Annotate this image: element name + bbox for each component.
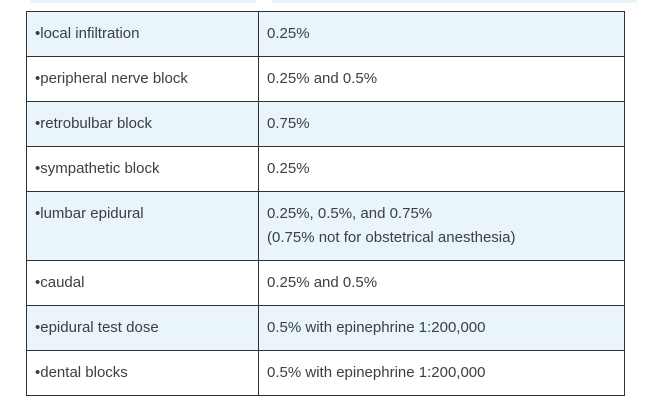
indication-cell: •dental blocks xyxy=(26,350,259,396)
indication-cell: •lumbar epidural xyxy=(26,191,259,261)
indication-cell: •local infiltration xyxy=(26,11,259,57)
concentration-cell: 0.75% xyxy=(258,101,625,147)
table-row: •local infiltration 0.25% xyxy=(26,11,625,57)
concentration-cell: 0.25% xyxy=(258,146,625,192)
indication-cell: •retrobulbar block xyxy=(26,101,259,147)
table-row: •caudal 0.25% and 0.5% xyxy=(26,260,625,306)
concentration-note: (0.75% not for obstetrical anesthesia) xyxy=(267,229,516,246)
table-row: •peripheral nerve block 0.25% and 0.5% xyxy=(26,56,625,102)
concentration-cell: 0.25% and 0.5% xyxy=(258,260,625,306)
indication-cell: •peripheral nerve block xyxy=(26,56,259,102)
indication-cell: •sympathetic block xyxy=(26,146,259,192)
concentration-cell: 0.25% and 0.5% xyxy=(258,56,625,102)
concentration-value: 0.25%, 0.5%, and 0.75% xyxy=(267,205,433,222)
dose-table: •local infiltration 0.25% •peripheral ne… xyxy=(26,11,625,396)
indication-cell: •epidural test dose xyxy=(26,305,259,351)
table-row: •sympathetic block 0.25% xyxy=(26,146,625,192)
table-row: •retrobulbar block 0.75% xyxy=(26,101,625,147)
table-row: •dental blocks 0.5% with epinephrine 1:2… xyxy=(26,350,625,396)
concentration-cell: 0.5% with epinephrine 1:200,000 xyxy=(258,305,625,351)
previous-row-remnant-left xyxy=(30,0,256,3)
concentration-cell: 0.5% with epinephrine 1:200,000 xyxy=(258,350,625,396)
table-row: •epidural test dose 0.5% with epinephrin… xyxy=(26,305,625,351)
concentration-cell: 0.25% xyxy=(258,11,625,57)
dose-table-container: •local infiltration 0.25% •peripheral ne… xyxy=(26,11,625,396)
concentration-cell: 0.25%, 0.5%, and 0.75% (0.75% not for ob… xyxy=(258,191,625,261)
table-row: •lumbar epidural 0.25%, 0.5%, and 0.75% … xyxy=(26,191,625,261)
indication-cell: •caudal xyxy=(26,260,259,306)
previous-row-remnant-right xyxy=(272,0,637,3)
